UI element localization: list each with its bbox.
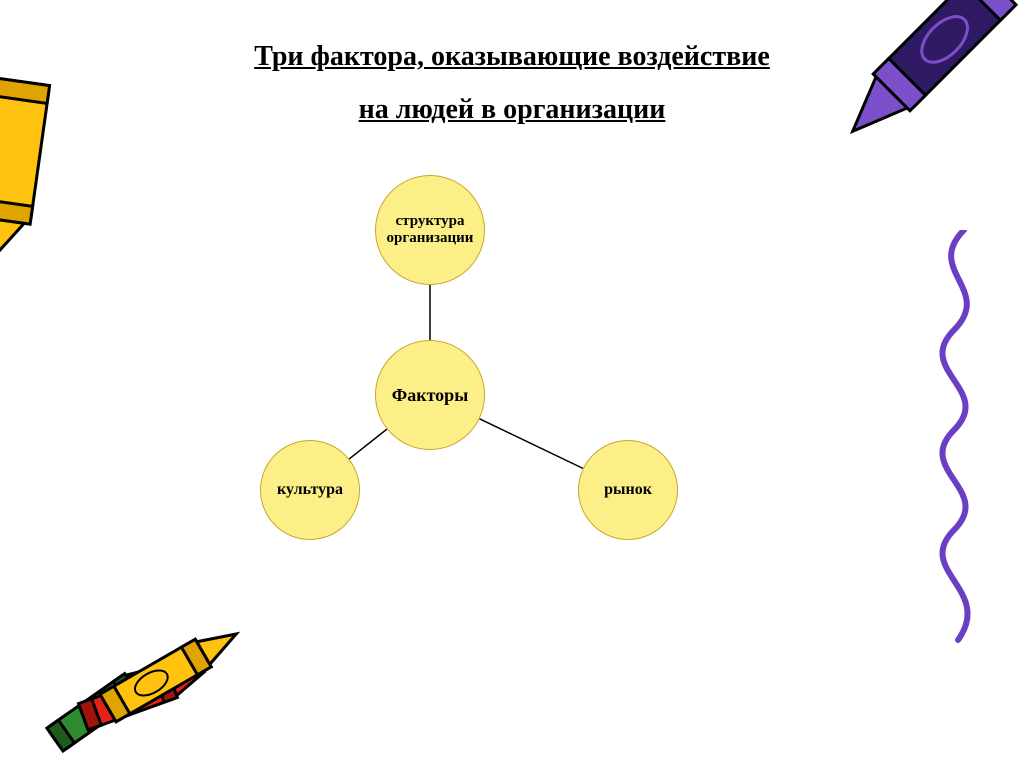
node-top: структура организации: [375, 175, 485, 285]
node-right-label: рынок: [604, 481, 652, 499]
edge-center-left: [349, 429, 387, 459]
node-left-label: культура: [277, 481, 343, 499]
node-center-label: Факторы: [392, 385, 469, 406]
crayons-bottom-left-icon: [40, 588, 260, 758]
node-center: Факторы: [375, 340, 485, 450]
edge-center-right: [480, 419, 583, 469]
node-top-label-1: структура: [395, 213, 464, 229]
node-right: рынок: [578, 440, 678, 540]
node-top-label: структура организации: [387, 213, 474, 247]
crayon-top-left-icon: [0, 60, 70, 260]
crayon-top-right-icon: [814, 0, 1024, 250]
node-top-label-2: организации: [387, 230, 474, 246]
node-left: культура: [260, 440, 360, 540]
squiggle-right-icon: [914, 230, 1004, 650]
